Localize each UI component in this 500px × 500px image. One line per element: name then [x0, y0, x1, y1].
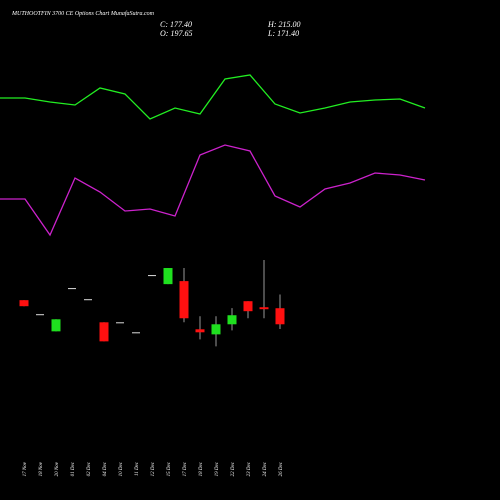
candle-body	[99, 322, 109, 342]
candle-body	[275, 308, 285, 325]
candle-body	[51, 319, 61, 332]
candle-body	[19, 300, 29, 307]
candle-body	[211, 324, 221, 335]
candle-body	[243, 301, 253, 312]
x-tick-label: 23 Dec	[247, 461, 252, 476]
candle-body	[132, 332, 140, 334]
low-label: L: 171.40	[267, 29, 299, 38]
x-tick-label: 26 Dec	[279, 461, 284, 476]
candle-body	[195, 329, 205, 333]
candle-body	[227, 315, 237, 325]
x-tick-label: 17 Dec	[183, 461, 188, 476]
candle-body	[84, 299, 92, 301]
x-tick-label: 19 Dec	[215, 461, 220, 476]
open-label: O: 197.65	[160, 29, 192, 38]
x-tick-label: 22 Dec	[231, 461, 236, 476]
x-tick-label: 20 Nov	[55, 461, 60, 476]
x-tick-label: 17 Nov	[23, 461, 28, 476]
x-tick-label: 24 Dec	[263, 461, 268, 476]
high-label: H: 215.00	[267, 20, 300, 29]
indicator-line	[0, 144, 426, 237]
candle-body	[163, 268, 173, 285]
indicator-line	[0, 74, 426, 120]
x-tick-label: 18 Nov	[39, 461, 44, 476]
x-tick-label: 04 Dec	[103, 461, 108, 476]
candle-body	[259, 307, 269, 310]
x-tick-label: 11 Dec	[135, 461, 140, 476]
x-tick-label: 18 Dec	[199, 461, 204, 476]
x-tick-label: 10 Dec	[119, 461, 124, 476]
candle-body	[36, 314, 44, 316]
candle-body	[68, 288, 76, 290]
candle-body	[148, 275, 156, 277]
x-tick-label: 01 Dec	[71, 461, 76, 476]
close-label: C: 177.40	[160, 20, 192, 29]
x-tick-label: 12 Dec	[151, 461, 156, 476]
x-tick-label: 02 Dec	[87, 461, 92, 476]
candle-body	[179, 281, 189, 319]
chart-title: MUTHOOTFIN 3700 CE Options Chart MunafaS…	[11, 10, 155, 17]
candle-body	[116, 322, 124, 324]
x-tick-label: 15 Dec	[167, 461, 172, 476]
